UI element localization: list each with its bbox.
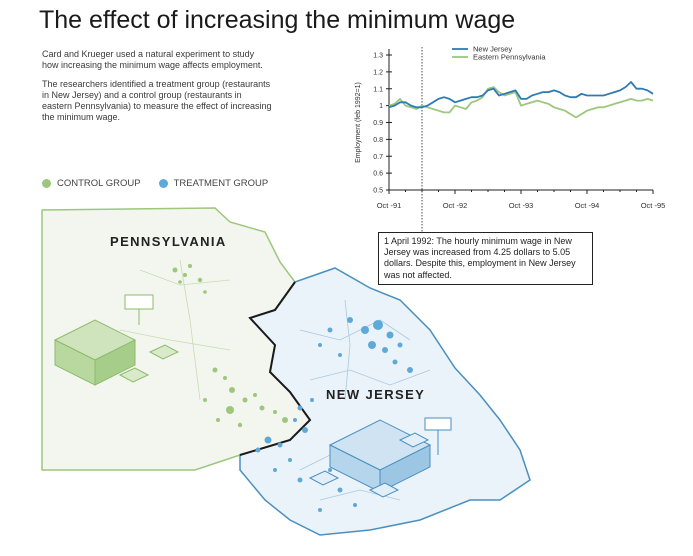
- y-tick-label: 0.5: [373, 188, 383, 195]
- treatment-group-dot: [158, 179, 168, 188]
- control-group-dots: [172, 264, 288, 428]
- x-tick-label: Oct -94: [575, 201, 600, 210]
- y-tick-label: 1: [379, 103, 383, 110]
- y-tick-label: 0.9: [373, 120, 383, 127]
- y-axis-label: Employment (feb 1992=1): [355, 82, 362, 163]
- pa-county-lines: [119, 259, 231, 401]
- intro-paragraph-1: Card and Krueger used a natural experime…: [42, 49, 263, 71]
- legend-label: New Jersey: [473, 45, 512, 54]
- control-group-label: CONTROL GROUP: [57, 178, 141, 189]
- state-border-line: [239, 281, 312, 456]
- y-tick-label: 0.8: [373, 137, 383, 144]
- intro-paragraph-2: The researchers identified a treatment g…: [42, 78, 272, 123]
- treatment-restaurant-illustration: [308, 417, 452, 498]
- new-jersey-label: NEW JERSEY: [326, 387, 426, 402]
- control-group-dot: [42, 179, 51, 188]
- treatment-group-legend: TREATMENT GROUP: [158, 178, 269, 189]
- control-group-legend: CONTROL GROUP: [42, 178, 141, 189]
- page-title: The effect of increasing the minimum wag…: [39, 6, 516, 34]
- y-tick-label: 1.3: [373, 53, 383, 60]
- y-tick-label: 0.6: [373, 171, 383, 178]
- x-tick-label: Oct -92: [443, 201, 468, 210]
- x-tick-label: Oct -91: [377, 201, 402, 210]
- x-tick-label: Oct -93: [509, 201, 534, 210]
- treatment-group-label: TREATMENT GROUP: [173, 178, 269, 189]
- y-tick-label: 1.2: [373, 69, 383, 76]
- pennsylvania-label: PENNSYLVANIA: [110, 234, 227, 249]
- minimum-wage-annotation: 1 April 1992: The hourly minimum wage in…: [378, 232, 593, 285]
- control-restaurant-illustration: [53, 294, 180, 386]
- y-tick-label: 0.7: [373, 154, 383, 161]
- intro-text: Card and Krueger used a natural experime…: [42, 49, 272, 131]
- legend-label: Eastern Pennsylvania: [473, 53, 546, 62]
- group-legend: CONTROL GROUP TREATMENT GROUP: [42, 178, 268, 189]
- y-tick-label: 1.1: [373, 86, 383, 93]
- series-line: [388, 86, 654, 119]
- x-tick-label: Oct -95: [641, 201, 666, 210]
- series-line: [388, 81, 654, 109]
- treatment-group-dots: [255, 317, 413, 512]
